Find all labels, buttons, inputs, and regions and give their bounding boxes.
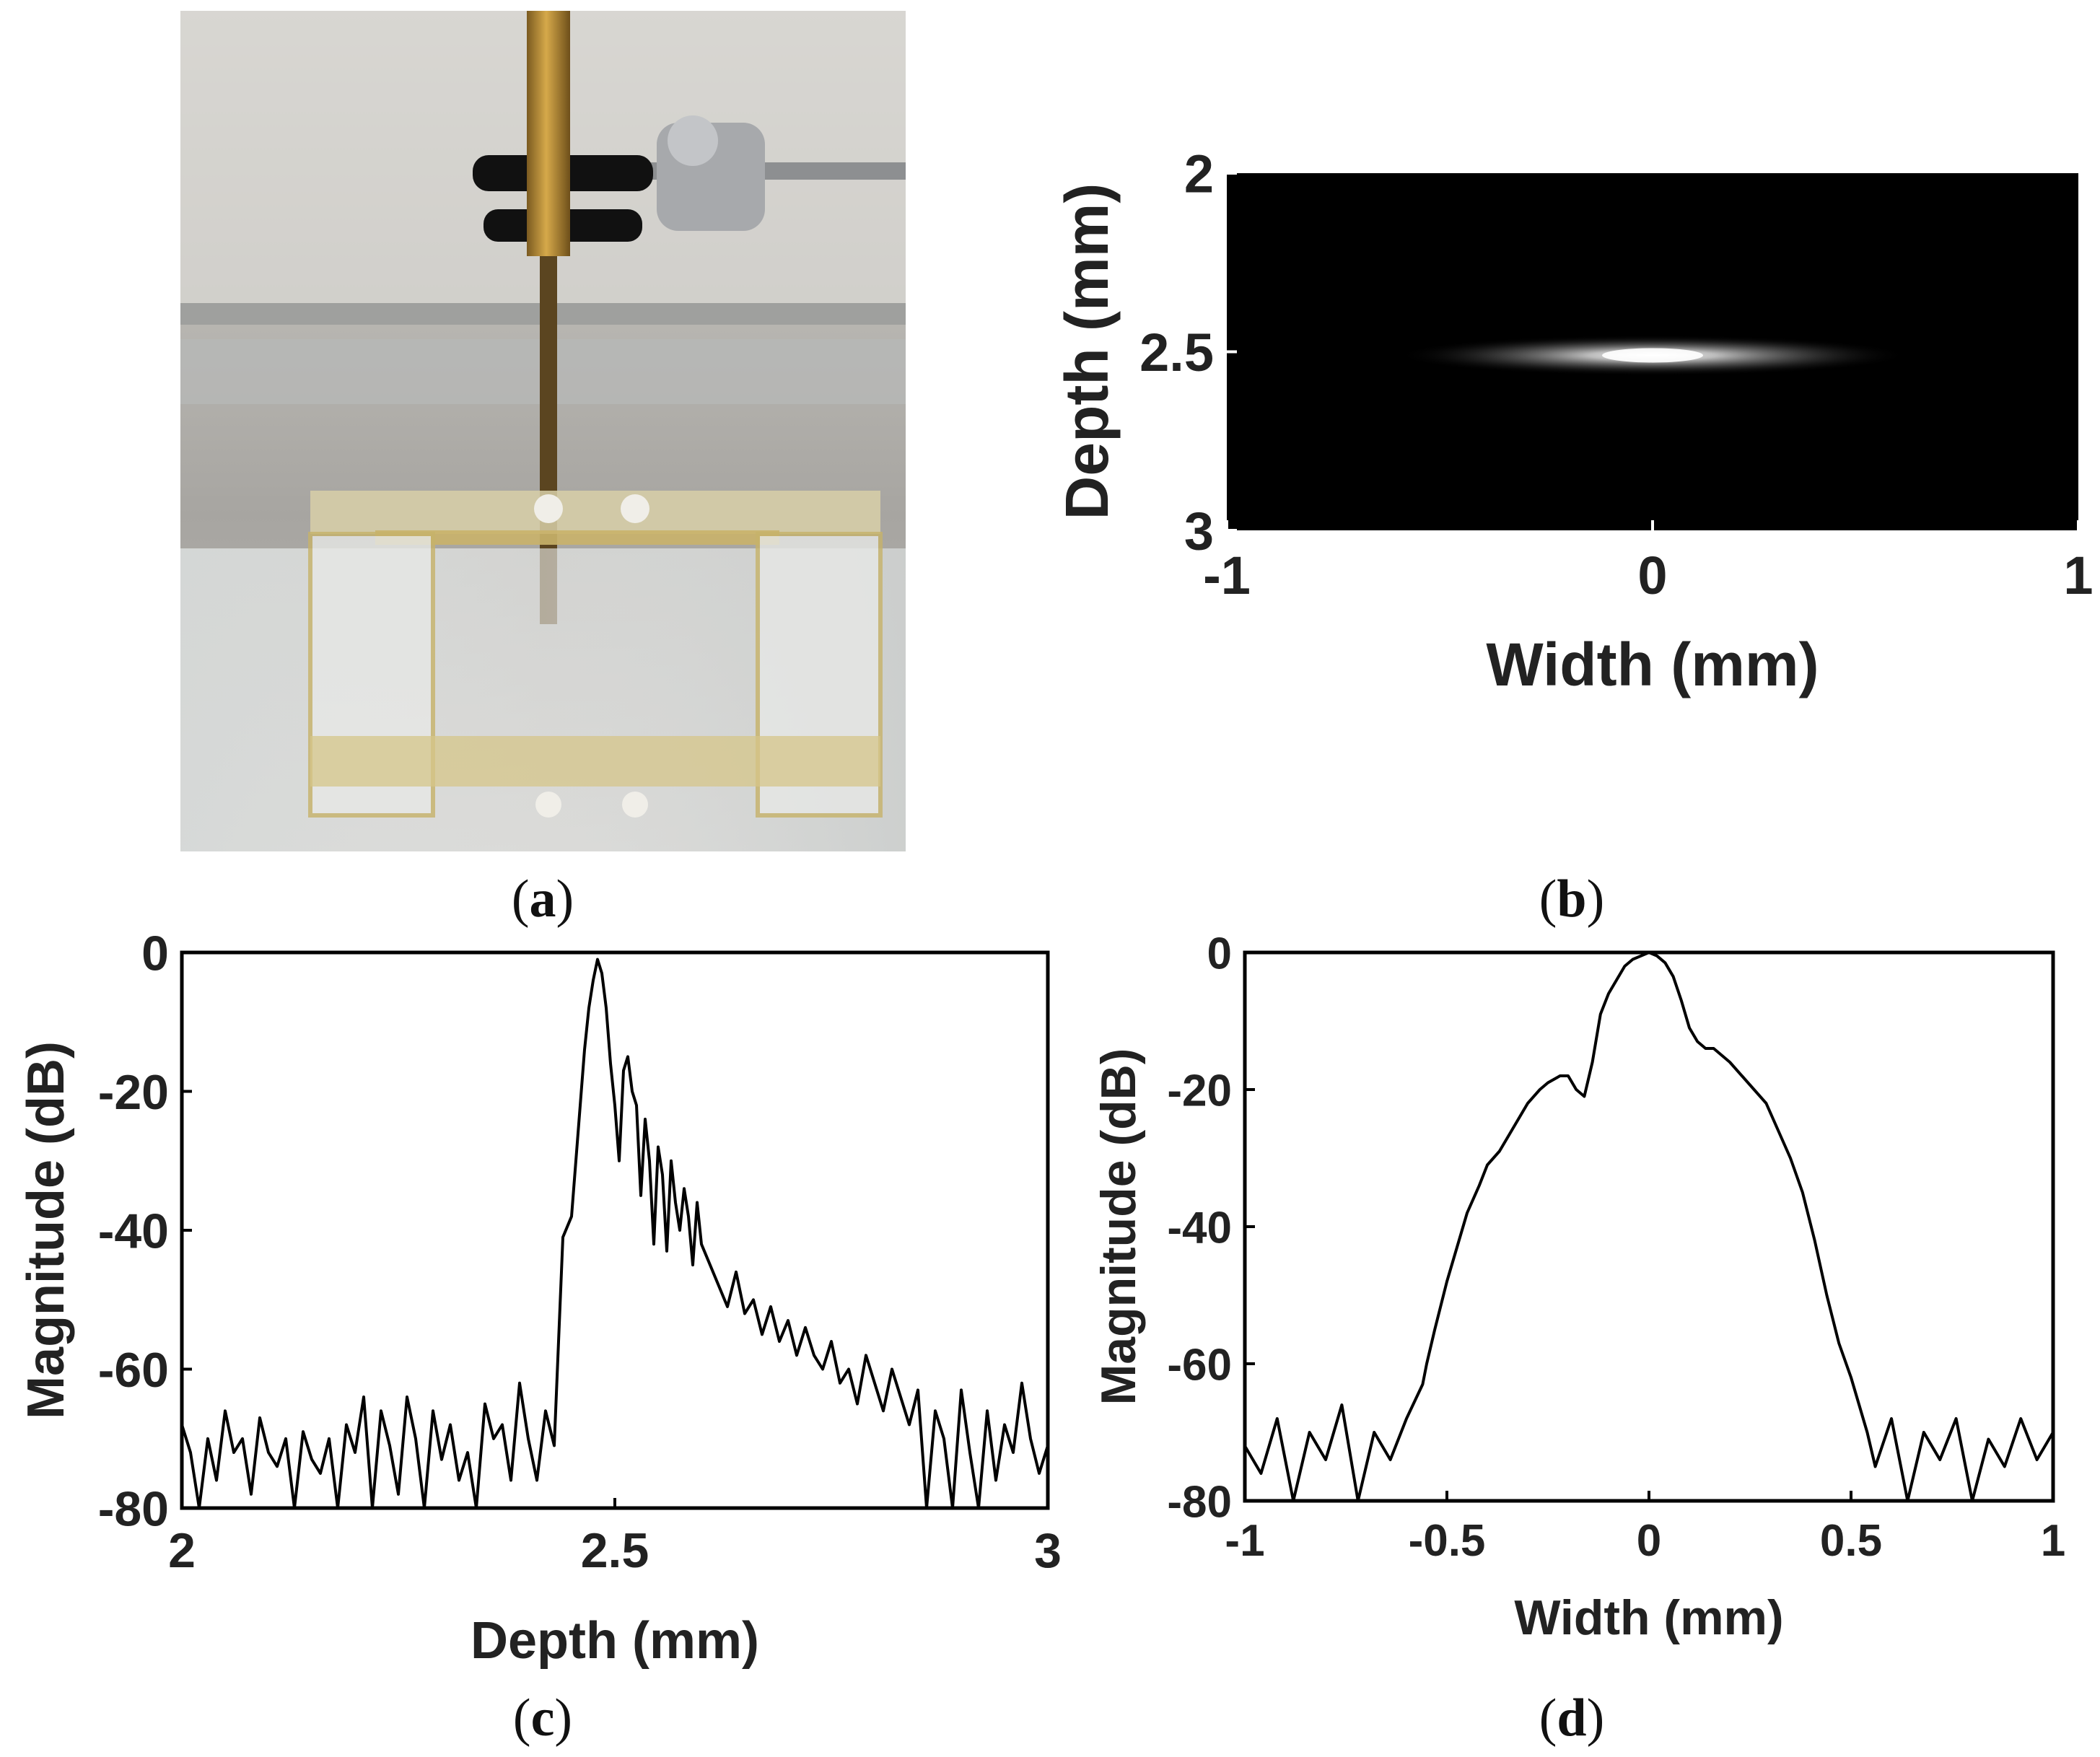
axis-label-d-y: Magnitude (dB) bbox=[1091, 1048, 1146, 1406]
axis-label-c-x: Depth (mm) bbox=[471, 1612, 759, 1670]
x-tick-label: 2.5 bbox=[581, 1523, 649, 1578]
x-tick-label: 0 bbox=[1637, 1516, 1661, 1566]
x-tick-label: 3 bbox=[1034, 1523, 1062, 1578]
caption-c: (c) bbox=[513, 1688, 572, 1748]
y-tick-label: -60 bbox=[1167, 1340, 1232, 1390]
y-tick-label: -60 bbox=[98, 1343, 169, 1398]
plot-frame-c bbox=[180, 950, 1050, 1510]
series-line-d bbox=[1243, 951, 2055, 1502]
x-tick-label: 1 bbox=[2041, 1516, 2065, 1566]
heatmap-hotspot-core bbox=[1602, 348, 1703, 363]
tank-bolt-2 bbox=[621, 494, 649, 523]
x-tick-label: -1 bbox=[1225, 1516, 1264, 1566]
caption-a: (a) bbox=[512, 869, 574, 929]
y-tick-label: -80 bbox=[1167, 1477, 1232, 1527]
y-tick-label: 2.5 bbox=[1139, 323, 1214, 382]
tank-base bbox=[310, 736, 880, 787]
y-tick-label: -80 bbox=[98, 1481, 169, 1536]
axis-label-b-x: Width (mm) bbox=[1486, 631, 1819, 698]
transducer-body bbox=[527, 11, 570, 256]
y-tick-label: -20 bbox=[98, 1065, 169, 1120]
panel-b-heatmap: -1 0 1 2 2.5 3 Width (mm) Depth (mm) bbox=[1053, 144, 2094, 698]
y-tick-label: 0 bbox=[141, 926, 169, 981]
tank-rim bbox=[375, 530, 779, 545]
clamp-screw bbox=[668, 115, 718, 166]
tank-bolt-4 bbox=[622, 792, 648, 818]
x-tick-label: -0.5 bbox=[1409, 1516, 1486, 1566]
axis-label-d-x: Width (mm) bbox=[1514, 1590, 1783, 1645]
tank-bolt-1 bbox=[534, 494, 563, 523]
panel-c-chart: 2 2.5 3 0 -20 -40 -60 -80 Depth (mm) Magnitude … bbox=[17, 926, 1062, 1670]
axis-label-c-y: Magnitude (dB) bbox=[17, 1041, 75, 1419]
x-tick-label: -1 bbox=[1203, 545, 1251, 605]
caption-d: (d) bbox=[1539, 1688, 1604, 1748]
y-tick-label: 0 bbox=[1207, 929, 1232, 978]
x-tick-label: 2 bbox=[168, 1523, 196, 1578]
y-tick-label: -40 bbox=[98, 1204, 169, 1258]
x-tick-label: 1 bbox=[2063, 545, 2093, 605]
tank-bolt-3 bbox=[535, 792, 561, 818]
y-tick-label: 2 bbox=[1184, 144, 1214, 204]
tank-frame-top bbox=[310, 491, 880, 534]
series-line-c bbox=[180, 958, 1049, 1510]
photo-setup bbox=[180, 11, 906, 851]
axis-label-b-y: Depth (mm) bbox=[1053, 183, 1121, 520]
y-tick-label: -40 bbox=[1167, 1203, 1232, 1253]
y-tick-label: -20 bbox=[1167, 1066, 1232, 1116]
caption-b: (b) bbox=[1539, 869, 1604, 929]
y-tick-label: 3 bbox=[1184, 501, 1214, 561]
panel-d-chart: -1 -0.5 0 0.5 1 0 -20 -40 -60 -80 Width (mm) Magn… bbox=[1091, 929, 2065, 1645]
plot-frame-d bbox=[1243, 950, 2055, 1503]
x-tick-label: 0.5 bbox=[1820, 1516, 1882, 1566]
x-tick-label: 0 bbox=[1637, 545, 1667, 605]
